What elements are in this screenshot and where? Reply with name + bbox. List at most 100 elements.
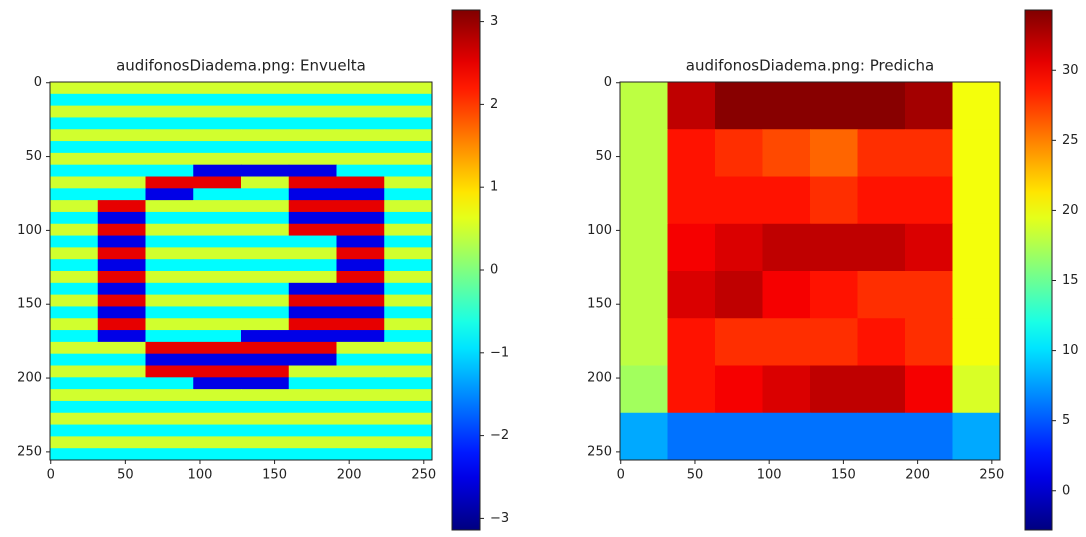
heatmap-cell — [667, 271, 716, 319]
heatmap-cell — [241, 259, 290, 272]
heatmap-cell — [857, 318, 906, 366]
heatmap-cell — [620, 82, 668, 130]
heatmap-cell — [288, 200, 337, 213]
heatmap-cell — [288, 365, 337, 378]
heatmap-cell — [762, 176, 811, 225]
y-tick-label: 50 — [25, 149, 42, 164]
heatmap-cell — [50, 448, 99, 461]
heatmap-cell — [288, 82, 337, 95]
heatmap-cell — [336, 271, 385, 284]
chart-title: audifonosDiadema.png: Envuelta — [116, 57, 366, 75]
heatmap-cell — [288, 436, 337, 449]
heatmap-cell — [336, 164, 385, 177]
heatmap-cell — [145, 105, 194, 118]
heatmap-cell — [241, 117, 290, 130]
y-tick-label: 200 — [17, 371, 42, 386]
y-tick-label: 50 — [595, 149, 612, 164]
heatmap-cell — [241, 164, 290, 177]
heatmap-cell — [288, 330, 337, 343]
colorbar-tick-label: 20 — [1062, 203, 1079, 218]
heatmap-cell — [336, 188, 385, 201]
heatmap-cell — [288, 412, 337, 426]
heatmap-cell — [241, 129, 290, 142]
heatmap-cell — [620, 412, 668, 461]
x-tick-label: 0 — [47, 468, 55, 483]
heatmap-cell — [145, 294, 194, 307]
heatmap-cell — [384, 330, 433, 343]
x-tick-label: 50 — [687, 468, 704, 483]
heatmap-cell — [336, 200, 385, 213]
heatmap-cell — [336, 282, 385, 296]
heatmap-cell — [241, 105, 290, 118]
heatmap-cell — [384, 129, 433, 142]
heatmap-cell — [145, 176, 194, 189]
x-tick-label: 200 — [337, 468, 362, 483]
heatmap-cell — [241, 247, 290, 260]
heatmap-cell — [715, 129, 763, 177]
heatmap-cell — [336, 247, 385, 260]
heatmap-cell — [952, 223, 1001, 272]
heatmap-cell — [667, 365, 716, 414]
heatmap-cell — [50, 82, 99, 95]
heatmap-cell — [241, 200, 290, 213]
heatmap-cell — [97, 247, 146, 260]
heatmap-cell — [952, 82, 1001, 130]
colorbar — [1024, 9, 1053, 531]
heatmap-cell — [97, 93, 146, 107]
heatmap-cell — [384, 306, 433, 319]
heatmap-cell — [50, 400, 99, 414]
heatmap-cell — [241, 353, 290, 366]
heatmap-cell — [715, 82, 763, 130]
heatmap-cell — [384, 259, 433, 272]
heatmap-cell — [288, 141, 337, 154]
heatmap-cell — [241, 82, 290, 95]
heatmap-cell — [288, 188, 337, 201]
heatmap-cell — [384, 211, 433, 225]
heatmap-cell — [50, 330, 99, 343]
heatmap-cell — [336, 117, 385, 130]
heatmap-cell — [952, 129, 1001, 177]
heatmap-cell — [762, 412, 811, 461]
heatmap-cell — [384, 282, 433, 296]
colorbar-tick-label: 1 — [490, 180, 498, 195]
heatmap-cell — [905, 365, 953, 414]
heatmap-cell — [336, 448, 385, 461]
heatmap-cell — [288, 400, 337, 414]
colorbar-tick-label: 30 — [1062, 63, 1079, 78]
heatmap-cell — [50, 271, 99, 284]
heatmap-cell — [857, 271, 906, 319]
heatmap-cell — [952, 365, 1001, 414]
heatmap-cell — [288, 211, 337, 225]
heatmap-cell — [288, 318, 337, 331]
heatmap-cell — [50, 247, 99, 260]
heatmap-cell — [715, 223, 763, 272]
heatmap-cell — [145, 82, 194, 95]
heatmap-cell — [193, 448, 242, 461]
y-tick-label: 0 — [34, 75, 42, 90]
heatmap-cell — [384, 436, 433, 449]
heatmap-cell — [620, 223, 668, 272]
heatmap-cell — [97, 176, 146, 189]
heatmap-cell — [857, 129, 906, 177]
heatmap-cell — [336, 412, 385, 426]
heatmap-cell — [667, 176, 716, 225]
heatmap-cell — [50, 105, 99, 118]
heatmap-cell — [193, 223, 242, 237]
heatmap-cell — [384, 271, 433, 284]
heatmap-cell — [241, 448, 290, 461]
heatmap-cell — [145, 341, 194, 355]
heatmap-cell — [905, 271, 953, 319]
heatmap-cell — [288, 341, 337, 355]
axes-frame — [619, 81, 1001, 461]
heatmap-cell — [288, 259, 337, 272]
heatmap-cell — [336, 424, 385, 437]
heatmap-cell — [145, 389, 194, 402]
heatmap-cell — [288, 389, 337, 402]
heatmap-cell — [288, 247, 337, 260]
x-tick-label: 250 — [411, 468, 436, 483]
x-tick-label: 0 — [617, 468, 625, 483]
heatmap-cell — [288, 294, 337, 307]
heatmap-cell — [336, 141, 385, 154]
heatmap-cell — [384, 400, 433, 414]
heatmap-cell — [145, 271, 194, 284]
